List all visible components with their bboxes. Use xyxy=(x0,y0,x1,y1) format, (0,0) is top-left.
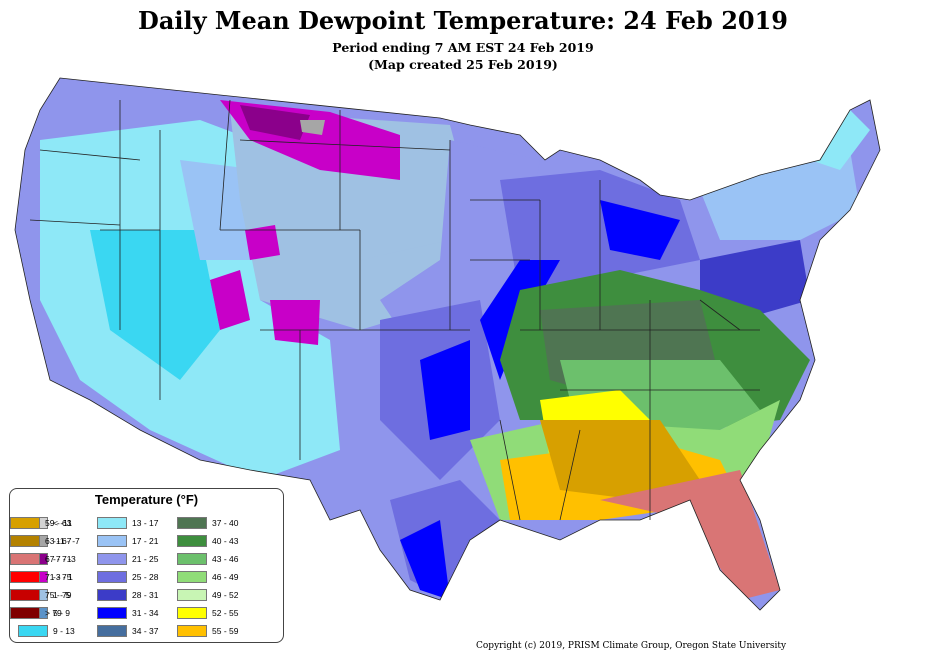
legend-swatch xyxy=(97,624,127,637)
legend-swatch xyxy=(97,552,127,565)
legend-label: 52 - 55 xyxy=(212,607,239,618)
legend-label: 75 - 79 xyxy=(45,589,72,600)
legend-label: 5 - 9 xyxy=(53,607,71,618)
legend-label: 43 - 46 xyxy=(212,553,239,564)
legend: Temperature (°F) < -11 -11 - -7 -7 - -3 -3 … xyxy=(9,488,284,643)
legend-swatch xyxy=(10,606,40,619)
legend-swatch xyxy=(177,588,207,601)
legend-label: 17 - 21 xyxy=(132,535,159,546)
legend-label: 67 - 71 xyxy=(45,553,72,564)
legend-label: 13 - 17 xyxy=(132,518,159,528)
legend-swatch xyxy=(97,534,127,547)
legend-label: 9 - 13 xyxy=(53,625,75,636)
legend-swatch xyxy=(10,534,40,547)
legend-label: 40 - 43 xyxy=(212,535,239,546)
legend-swatch xyxy=(97,606,127,619)
legend-swatch xyxy=(10,570,40,583)
state-borders xyxy=(14,77,881,611)
legend-swatch xyxy=(10,588,40,601)
legend-swatch xyxy=(18,624,48,637)
legend-label: 63 - 67 xyxy=(45,535,72,546)
legend-swatch xyxy=(10,517,40,529)
legend-label: 34 - 37 xyxy=(132,625,159,636)
map-subtitle-period: Period ending 7 AM EST 24 Feb 2019 xyxy=(332,40,594,55)
legend-label: 21 - 25 xyxy=(132,553,159,564)
legend-label: 59 - 63 xyxy=(45,518,72,528)
legend-swatch xyxy=(97,517,127,529)
legend-swatch xyxy=(10,552,40,565)
legend-label: 31 - 34 xyxy=(132,607,159,618)
legend-swatch xyxy=(177,534,207,547)
legend-label: > 79 xyxy=(45,607,62,618)
map-title: Daily Mean Dewpoint Temperature: 24 Feb … xyxy=(138,6,788,35)
legend-swatch xyxy=(177,624,207,637)
legend-label: 28 - 31 xyxy=(132,589,159,600)
legend-swatch xyxy=(97,588,127,601)
map-subtitle-created: (Map created 25 Feb 2019) xyxy=(368,57,558,72)
legend-label: 49 - 52 xyxy=(212,589,239,600)
legend-label: -3 - 1 xyxy=(53,571,73,582)
legend-swatch xyxy=(177,606,207,619)
legend-label: 46 - 49 xyxy=(212,571,239,582)
copyright-text: Copyright (c) 2019, PRISM Climate Group,… xyxy=(476,641,787,651)
legend-label: 37 - 40 xyxy=(212,518,239,528)
legend-swatch xyxy=(177,517,207,529)
legend-swatch xyxy=(177,552,207,565)
legend-title: Temperature (°F) xyxy=(94,492,199,507)
legend-label: < -11 xyxy=(53,518,72,528)
legend-label: 25 - 28 xyxy=(132,571,159,582)
legend-label: 1 - 5 xyxy=(53,589,71,600)
legend-label: -7 - -3 xyxy=(53,553,76,564)
legend-swatch xyxy=(177,570,207,583)
legend-swatch xyxy=(97,570,127,583)
legend-label: 71 - 75 xyxy=(45,571,72,582)
legend-label: -11 - -7 xyxy=(53,535,80,546)
legend-label: 55 - 59 xyxy=(212,625,239,636)
